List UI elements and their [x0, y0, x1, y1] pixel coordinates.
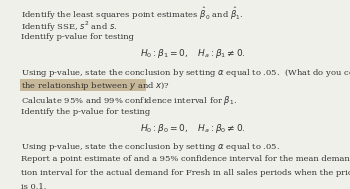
Text: $H_0 : \beta_0 = 0, \quad H_a : \beta_0 \neq 0.$: $H_0 : \beta_0 = 0, \quad H_a : \beta_0 …: [140, 122, 245, 135]
Text: Report a point estimate of and a 95% confidence interval for the mean demand and: Report a point estimate of and a 95% con…: [21, 155, 350, 163]
Text: $H_0 : \beta_1 = 0, \quad H_a : \beta_1 \neq 0.$: $H_0 : \beta_1 = 0, \quad H_a : \beta_1 …: [140, 47, 245, 60]
Text: tion interval for the actual demand for Fresh in all sales periods when the pric: tion interval for the actual demand for …: [21, 169, 350, 177]
Text: Calculate 95% and 99% confidence interval for $\beta_1$.: Calculate 95% and 99% confidence interva…: [21, 94, 237, 107]
Text: Identify p-value for testing: Identify p-value for testing: [21, 33, 134, 41]
FancyBboxPatch shape: [20, 79, 146, 91]
Text: Using p-value, state the conclusion by setting $\alpha$ equal to .05.: Using p-value, state the conclusion by s…: [21, 141, 280, 153]
Text: Identify SSE, $s^2$ and $s$.: Identify SSE, $s^2$ and $s$.: [21, 19, 118, 34]
Text: Identify the p-value for testing: Identify the p-value for testing: [21, 108, 150, 116]
Text: Identify the least squares point estimates $\hat{\beta}_0$ and $\hat{\beta}_1$.: Identify the least squares point estimat…: [21, 6, 244, 22]
Text: the relationship between $y$ and $x$)?: the relationship between $y$ and $x$)?: [21, 80, 170, 92]
Text: Using p-value, state the conclusion by setting $\alpha$ equal to .05.  (What do : Using p-value, state the conclusion by s…: [21, 67, 350, 78]
Text: is 0.1.: is 0.1.: [21, 183, 46, 189]
